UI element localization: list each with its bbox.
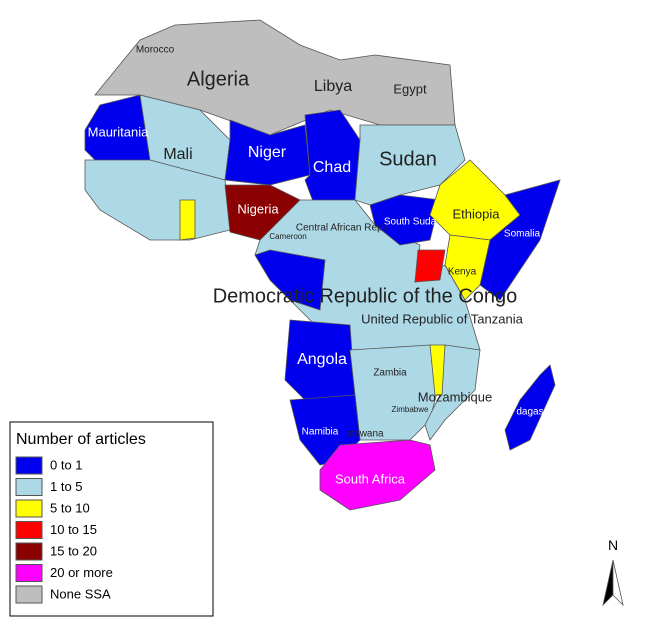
- country-label: Libya: [314, 78, 352, 95]
- north-label: N: [608, 537, 618, 553]
- country-label: Morocco: [136, 45, 175, 56]
- legend-label: 10 to 15: [50, 522, 97, 537]
- country-label: Zambia: [373, 368, 407, 379]
- country-label: Ethiopia: [453, 206, 501, 221]
- country-label: Democratic Republic of the Congo: [213, 285, 518, 307]
- country-label: Nigeria: [237, 201, 279, 216]
- country-label: Zimbabwe: [392, 405, 429, 414]
- country-label: Egypt: [393, 81, 427, 96]
- country-label: otswana: [346, 429, 384, 440]
- madagascar: [504, 364, 556, 451]
- countries: [84, 19, 561, 511]
- south-africa: [319, 439, 436, 511]
- congo: [254, 249, 326, 311]
- legend: Number of articles 0 to 1 1 to 5 5 to 10 10…: [9, 421, 214, 617]
- ghana: [179, 199, 196, 241]
- legend-swatch: [15, 521, 43, 539]
- somalia: [479, 179, 561, 301]
- country-label: Cameroon: [269, 232, 306, 241]
- country-label: Mozambique: [418, 389, 492, 404]
- legend-swatch: [15, 499, 43, 518]
- legend-label: None SSA: [50, 586, 111, 601]
- legend-label: 0 to 1: [50, 457, 83, 472]
- legend-swatch: [15, 478, 43, 496]
- country-labels: Morocco Algeria Libya Egypt Mauritania M…: [88, 45, 544, 487]
- country-label: Mali: [163, 146, 192, 163]
- country-label: South Africa: [335, 471, 406, 486]
- country-label: Somalia: [504, 229, 541, 240]
- legend-swatch: [15, 585, 43, 604]
- legend-swatch: [15, 564, 43, 582]
- legend-box: [9, 421, 214, 617]
- legend-label: 5 to 10: [50, 500, 90, 515]
- legend-swatch: [15, 456, 43, 475]
- legend-title: Number of articles: [16, 431, 146, 448]
- mozambique: [424, 344, 481, 441]
- legend-label: 20 or more: [50, 565, 113, 580]
- country-label: dagas: [516, 407, 543, 418]
- country-label: Angola: [297, 351, 347, 368]
- north-arrow: N: [602, 537, 624, 607]
- country-label: Namibia: [302, 427, 339, 438]
- country-label: Kenya: [448, 267, 477, 278]
- uganda: [414, 249, 446, 283]
- legend-label: 1 to 5: [50, 479, 83, 494]
- country-label: United Republic of Tanzania: [361, 311, 523, 326]
- kenya: [444, 234, 491, 301]
- arrow-half: [602, 559, 614, 607]
- country-label: Central African Repu: [296, 223, 388, 234]
- country-label: Mauritania: [88, 124, 149, 139]
- country-label: Niger: [248, 144, 287, 161]
- country-label: Sudan: [379, 148, 437, 170]
- country-label: Algeria: [187, 68, 250, 90]
- country-label: South Suda: [384, 217, 437, 228]
- south-sudan: [369, 194, 441, 246]
- legend-label: 15 to 20: [50, 543, 97, 558]
- country-label: Chad: [313, 159, 351, 176]
- legend-swatch: [15, 542, 43, 561]
- arrow-half: [612, 559, 624, 607]
- niger: [224, 119, 311, 186]
- malawi: [429, 344, 446, 396]
